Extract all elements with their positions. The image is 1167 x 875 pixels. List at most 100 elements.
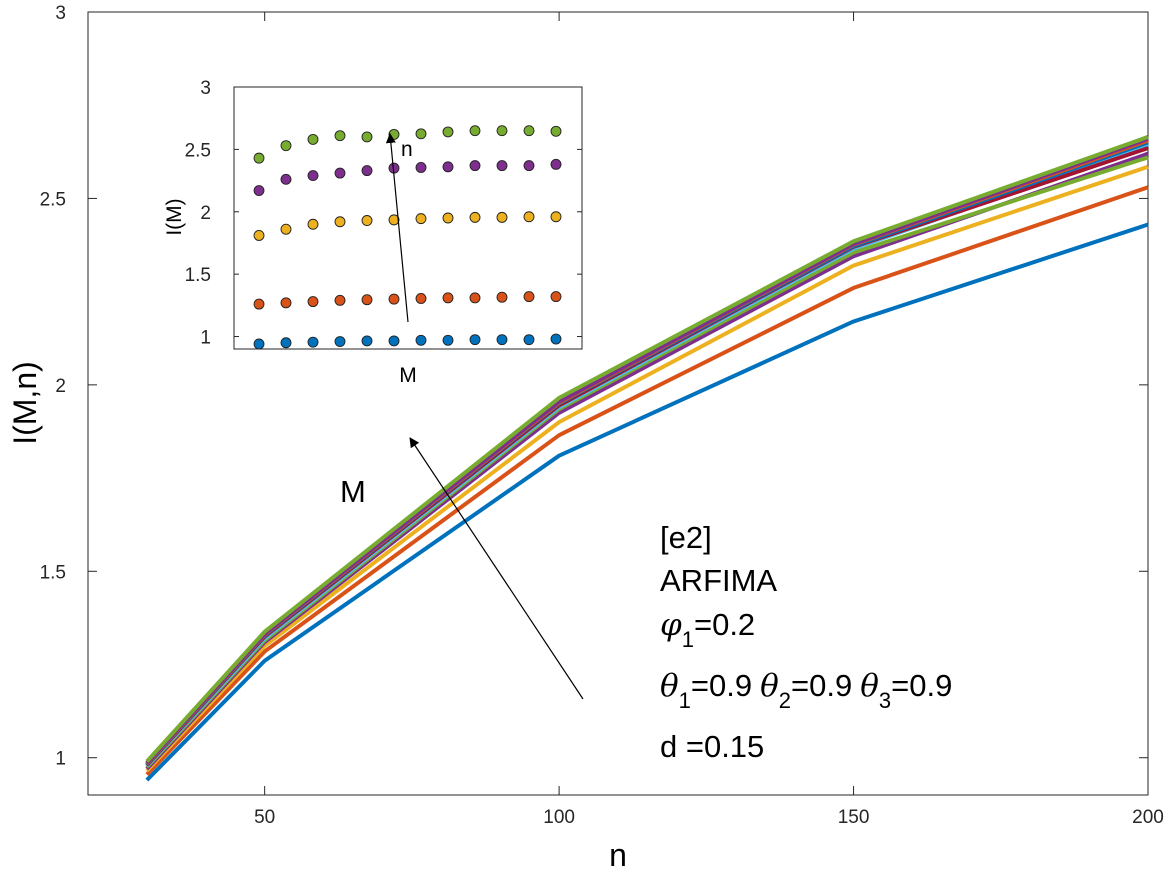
inset-point-n-150	[442, 161, 454, 173]
inset-points	[253, 125, 562, 350]
inset-point-n-100	[361, 215, 373, 226]
inset-point-n-200	[361, 131, 373, 143]
phi-value: =0.2	[694, 607, 755, 642]
y-tick-label: 1.5	[40, 562, 66, 583]
inset-point-n-100	[388, 214, 400, 226]
inset-point-n-30	[280, 337, 292, 349]
y-axis-label: I(M,n)	[7, 361, 43, 445]
theta1-value: =0.9	[691, 668, 752, 703]
phi-annotation: φ1=0.2	[660, 607, 755, 652]
inset-point-n-150	[280, 173, 292, 185]
theta3-value: =0.9	[891, 668, 952, 703]
inset-point-n-30	[361, 335, 373, 347]
inset-point-n-200	[415, 128, 427, 140]
inset-point-n-50	[496, 291, 508, 303]
inset-point-n-30	[307, 336, 319, 348]
inset-point-n-30	[496, 334, 508, 346]
inset-point-n-200	[469, 125, 481, 137]
inset-point-n-50	[523, 291, 535, 303]
phi-symbol: φ	[660, 607, 682, 643]
inset-point-n-200	[550, 125, 562, 137]
inset-point-n-30	[550, 333, 562, 345]
m-arrow-label: M	[340, 474, 366, 509]
phi-subscript: 1	[682, 627, 694, 652]
inset-point-n-100	[307, 218, 319, 230]
tag-label: [e2]	[660, 520, 712, 555]
inset-point-n-50	[307, 296, 319, 308]
inset-point-n-30	[442, 334, 454, 346]
inset-point-n-50	[415, 293, 427, 304]
x-tick-label: 50	[254, 807, 275, 828]
inset-point-n-50	[469, 292, 481, 304]
main-lines	[145, 135, 1149, 782]
inset-point-n-200	[280, 140, 292, 152]
theta-annotation: θ1=0.9 θ2=0.9 θ3=0.9	[660, 668, 952, 713]
n-arrow-label: n	[401, 138, 413, 161]
inset-ticks: 1 1.5 2 2.5 3	[185, 78, 582, 349]
inset-point-n-100	[496, 211, 508, 223]
theta2-value: =0.9	[791, 668, 852, 703]
theta1-subscript: 1	[679, 688, 691, 713]
series-line-m11	[145, 135, 1149, 763]
inset-point-n-150	[253, 185, 265, 197]
inset-point-n-150	[361, 165, 373, 177]
model-label: ARFIMA	[660, 563, 777, 598]
inset-point-n-30	[253, 338, 265, 350]
inset-y-tick-label: 3	[200, 78, 211, 99]
inset-point-n-50	[361, 294, 373, 306]
y-tick-label: 3	[55, 3, 66, 24]
theta2-subscript: 2	[779, 688, 791, 713]
y-tick-label: 2.5	[40, 189, 66, 210]
inset-point-n-100	[253, 230, 265, 241]
inset-point-n-50	[550, 291, 562, 303]
inset-point-n-30	[415, 334, 427, 346]
inset-x-axis-label: M	[399, 364, 417, 387]
inset-point-n-150	[307, 170, 319, 182]
x-tick-label: 100	[543, 807, 575, 828]
theta3-subscript: 3	[879, 688, 891, 713]
inset-point-n-150	[523, 160, 535, 172]
inset-point-n-200	[307, 133, 319, 145]
inset-y-tick-label: 2	[200, 203, 211, 224]
inset-point-n-50	[334, 294, 346, 306]
d-annotation: d =0.15	[660, 729, 764, 764]
theta3-symbol: θ	[860, 668, 879, 704]
inset-point-n-150	[334, 167, 346, 179]
inset-point-n-30	[523, 334, 535, 346]
x-tick-label: 200	[1132, 807, 1164, 828]
inset-point-n-30	[469, 334, 481, 346]
series-line-m3	[145, 164, 1149, 773]
inset-point-n-50	[280, 297, 292, 309]
inset-point-n-200	[253, 152, 265, 164]
inset-y-axis-label: I(M)	[163, 198, 186, 235]
inset-point-n-100	[334, 216, 346, 228]
inset-point-n-200	[442, 126, 454, 138]
inset-point-n-30	[388, 335, 400, 347]
inset-point-n-100	[523, 211, 535, 223]
n-arrow	[385, 133, 409, 323]
inset-point-n-150	[469, 160, 481, 172]
x-axis-label: n	[609, 837, 627, 873]
inset-y-tick-label: 1.5	[185, 265, 211, 286]
inset-point-n-150	[415, 162, 427, 173]
inset-point-n-100	[469, 211, 481, 223]
y-tick-label: 1	[55, 749, 66, 770]
inset-point-n-100	[415, 213, 427, 225]
inset-point-n-200	[334, 130, 346, 142]
theta2-symbol: θ	[760, 668, 779, 704]
inset-point-n-100	[550, 211, 562, 223]
inset-y-tick-label: 2.5	[185, 140, 211, 161]
series-line-m2	[145, 185, 1149, 776]
inset-point-n-30	[334, 336, 346, 347]
inset-point-n-50	[388, 293, 400, 305]
m-arrow	[409, 437, 584, 700]
inset-point-n-100	[280, 223, 292, 235]
inset-point-n-50	[442, 292, 454, 304]
series-line-m1	[145, 222, 1149, 782]
theta1-symbol: θ	[660, 668, 679, 704]
y-tick-label: 2	[55, 376, 66, 397]
inset-y-tick-label: 1	[200, 328, 211, 349]
inset-point-n-50	[253, 298, 265, 310]
inset-point-n-200	[523, 125, 535, 137]
